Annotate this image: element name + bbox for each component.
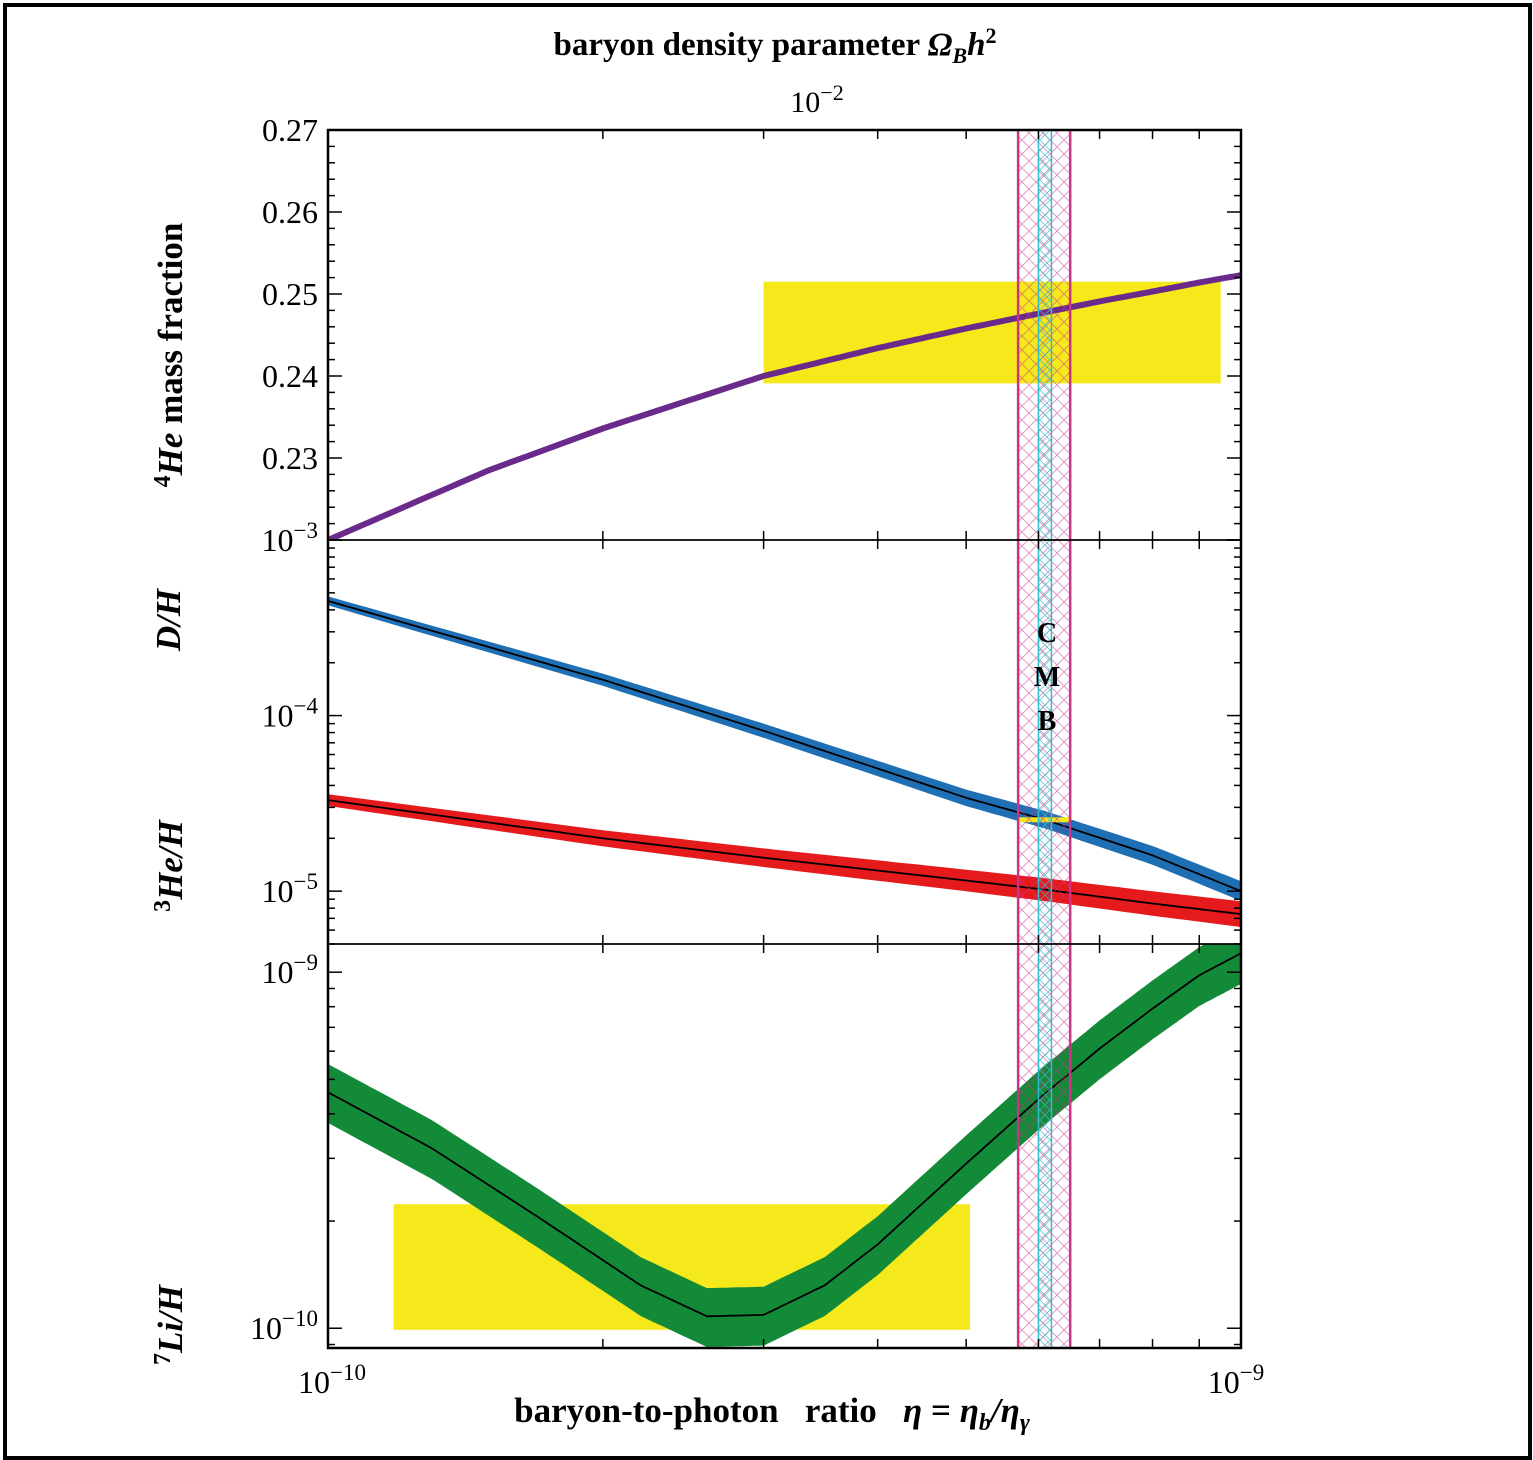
top-axis-tick-exp: −2 [820,80,843,105]
x-axis-label: baryon-to-photon ratio η = ηb/ηγ [514,1391,1030,1436]
figure-frame [3,3,1532,1460]
x-tick-max-exp: −9 [1240,1360,1264,1385]
x-axis-label-eta-b: η [960,1391,979,1430]
chart-title-omega-sub: B [951,43,967,68]
chart-title-h-sup: 2 [985,23,996,48]
he4-ylabel-main: He [151,433,190,477]
x-tick-label-max: 10−9 [1208,1360,1264,1400]
he3-central-line [328,799,1241,915]
he4-y-tick-label: 0.27 [262,112,318,148]
li7-ylabel-main: Li [151,1322,190,1354]
chart-title-h: h [967,27,985,63]
he4-obs-box [763,281,1221,384]
he4-ylabel: 4He mass fraction [150,223,190,488]
dh-ylabel-rest: /H [149,587,188,629]
top-axis-tick-base: 10 [790,86,820,119]
he4-y-tick-label: 0.23 [262,440,318,476]
x-axis-label-text: baryon-to-photon ratio [514,1391,903,1430]
he4-curve [328,272,1241,540]
dh-ylabel-main: D [149,626,188,652]
chart-title-omega: Ω [928,27,953,63]
x-axis-label-eta-b-sub: b [979,1410,991,1436]
cmb-inner-hatch [1038,130,1052,1348]
x-axis-label-eq: = [922,1391,959,1430]
x-tick-min-exp: −10 [330,1360,366,1385]
li7-ylabel-sup: 7 [150,1353,176,1365]
dh_he3-y-tick-label: 10−3 [262,518,318,558]
dh-he3-panel [328,596,1241,927]
he4-y-tick-label: 0.26 [262,194,318,230]
he4-panel [328,272,1241,540]
cmb-band [1016,130,1072,1348]
li7-ylabel-rest: /H [151,1283,190,1325]
li7-y-tick-label: 10−10 [250,1306,318,1346]
cmb-label-c: C [1037,618,1057,649]
he3-ylabel-sup: 3 [150,900,176,912]
li7-central-line [328,952,1241,1318]
he4-ylabel-rest: mass fraction [151,223,190,433]
li7-panel [328,944,1241,1347]
li7-ylabel: 7Li/H [150,1283,190,1365]
log-y-tick-labels: 10−3 10−4 10−5 10−9 10−10 [250,518,318,1346]
axes [326,128,1243,1350]
plot-frame [326,128,1243,1350]
chart-title: baryon density parameter ΩBh2 [554,23,997,68]
he4-y-tick-labels: 0.23 0.24 0.25 0.26 0.27 [262,112,318,476]
x-axis-label-eta-g-sub: γ [1020,1410,1030,1436]
he4-ylabel-sup: 4 [150,475,176,487]
top-axis-tick-label: 10−2 [790,80,843,119]
cmb-label-m: M [1034,662,1060,693]
dh-ylabel: D/H [149,587,188,652]
he4-y-tick-label: 0.24 [262,358,318,394]
li7-y-tick-label: 10−9 [262,950,318,990]
he3-ylabel-main: He [151,857,190,901]
he3-ylabel-rest: /H [151,818,190,860]
li7-band [328,944,1241,1347]
dh_he3-y-tick-label: 10−5 [262,869,318,909]
he3-ylabel: 3He/H [150,818,190,911]
he4-y-tick-label: 0.25 [262,276,318,312]
x-tick-max-base: 10 [1208,1364,1240,1400]
dh-central-line [328,600,1241,892]
chart-title-main: baryon density parameter [554,27,928,63]
x-axis-label-eta-g: η [1001,1391,1020,1430]
dh_he3-y-tick-label: 10−4 [262,694,319,734]
cmb-label-b: B [1038,706,1057,737]
x-axis-label-slash: / [988,1391,1004,1430]
x-axis-label-eta: η [903,1391,922,1430]
x-tick-min-base: 10 [298,1364,330,1400]
x-tick-label-min: 10−10 [298,1360,366,1400]
